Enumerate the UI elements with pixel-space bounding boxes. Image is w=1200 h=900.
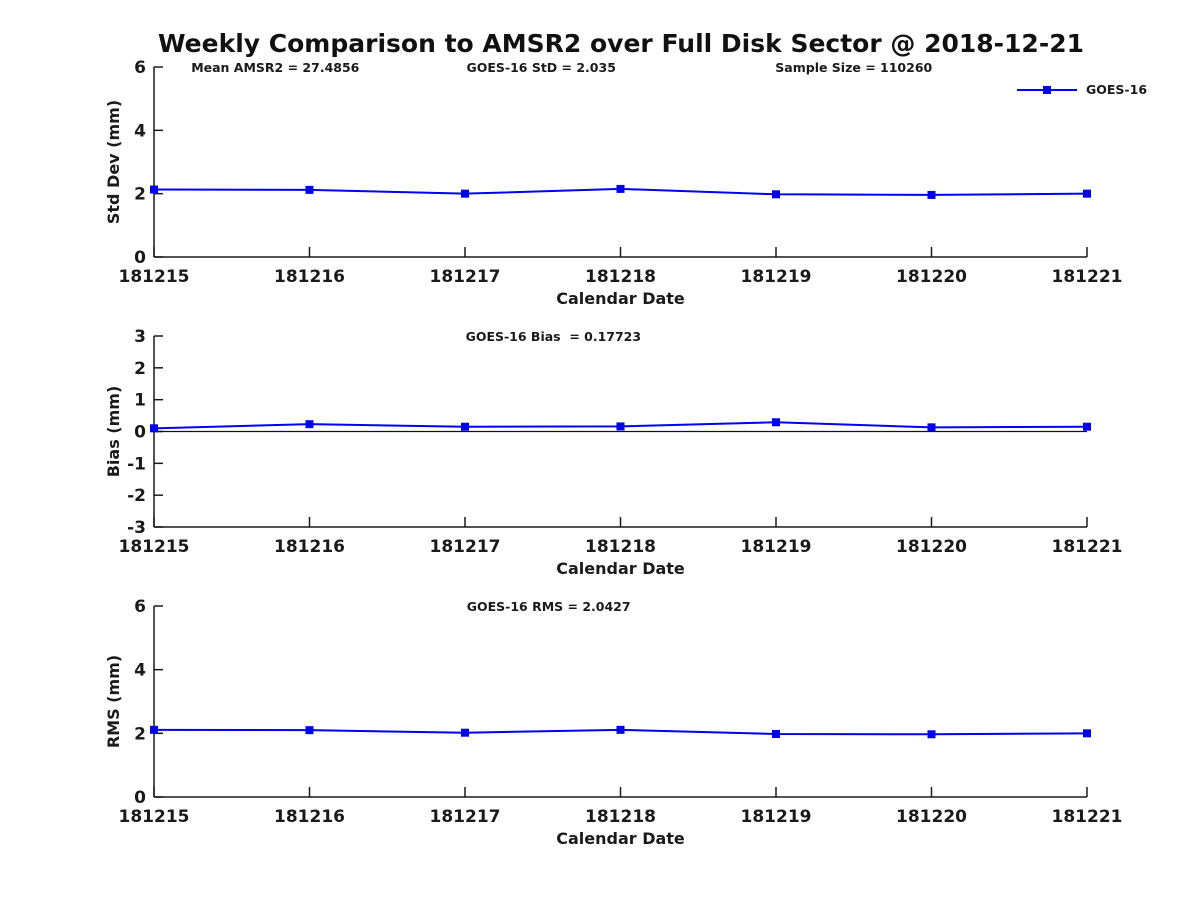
y-tick-label: -2 <box>127 486 146 506</box>
y-tick-label: 2 <box>134 724 146 744</box>
y-tick-label: -3 <box>127 518 146 538</box>
x-tick-label: 181219 <box>741 267 812 287</box>
annotation: GOES-16 RMS = 2.0427 <box>467 599 631 614</box>
y-axis-title: RMS (mm) <box>104 655 123 748</box>
data-marker <box>1083 729 1091 738</box>
y-tick-label: 0 <box>134 423 146 443</box>
y-axis-title: Std Dev (mm) <box>104 100 123 224</box>
data-marker <box>1083 189 1091 198</box>
legend-line-sample <box>1017 85 1077 94</box>
data-marker <box>150 725 158 734</box>
x-tick-label: 181215 <box>119 537 190 557</box>
y-tick-label: 6 <box>134 58 146 78</box>
x-tick-label: 181215 <box>119 807 190 827</box>
y-tick-label: 2 <box>134 359 146 379</box>
data-marker <box>461 728 469 737</box>
y-tick-label: 2 <box>134 185 146 205</box>
subplot-bias: -3 -2 -1 0 1 2 3 181215 181216 181217 181218 181219… <box>104 327 1122 578</box>
legend: GOES-16 <box>1016 82 1147 97</box>
annotation: Mean AMSR2 = 27.4856 <box>191 60 359 75</box>
x-axis-title: Calendar Date <box>556 289 685 308</box>
y-tick-label: -1 <box>127 454 146 474</box>
data-marker <box>927 730 936 739</box>
data-marker <box>772 190 780 199</box>
y-tick-label: 1 <box>134 391 146 411</box>
data-marker <box>1083 422 1091 431</box>
data-marker <box>461 189 469 198</box>
x-tick-label: 181218 <box>585 807 656 827</box>
data-marker <box>772 729 780 738</box>
data-marker <box>305 185 314 194</box>
x-tick-label: 181220 <box>896 267 967 287</box>
x-tick-label: 181220 <box>896 537 967 557</box>
x-tick-label: 181215 <box>119 267 190 287</box>
y-tick-label: 0 <box>134 788 146 808</box>
data-marker <box>150 424 158 433</box>
data-marker <box>616 184 625 193</box>
x-tick-label: 181217 <box>430 807 501 827</box>
x-tick-label: 181216 <box>274 537 345 557</box>
data-marker <box>305 420 314 429</box>
annotation: GOES-16 Bias = 0.17723 <box>466 329 642 344</box>
data-marker <box>150 185 158 194</box>
x-axis-title: Calendar Date <box>556 559 685 578</box>
annotation: Sample Size = 110260 <box>775 60 932 75</box>
y-tick-label: 3 <box>134 327 146 347</box>
y-tick-label: 4 <box>134 121 146 141</box>
chart-title: Weekly Comparison to AMSR2 over Full Dis… <box>157 29 1084 58</box>
x-tick-label: 181219 <box>741 537 812 557</box>
data-marker <box>927 423 936 432</box>
x-axis-title: Calendar Date <box>556 829 685 848</box>
subplot-std-dev: 0 2 4 6 181215 181216 181217 181218 181219 181220… <box>104 58 1122 308</box>
annotation: GOES-16 StD = 2.035 <box>466 60 615 75</box>
data-marker <box>927 190 936 199</box>
subplot-rms: 0 2 4 6 181215 181216 181217 181218 181219 181220… <box>104 597 1122 848</box>
legend-label: GOES-16 <box>1086 82 1148 97</box>
x-tick-label: 181221 <box>1052 537 1123 557</box>
x-tick-label: 181218 <box>585 267 656 287</box>
x-tick-label: 181217 <box>430 537 501 557</box>
data-marker <box>772 418 780 427</box>
x-tick-label: 181221 <box>1052 267 1123 287</box>
x-tick-label: 181218 <box>585 537 656 557</box>
x-tick-label: 181219 <box>741 807 812 827</box>
x-tick-label: 181216 <box>274 807 345 827</box>
x-tick-label: 181221 <box>1052 807 1123 827</box>
data-marker <box>305 726 314 735</box>
y-axis-title: Bias (mm) <box>104 386 123 478</box>
x-tick-label: 181220 <box>896 807 967 827</box>
x-tick-label: 181216 <box>274 267 345 287</box>
x-tick-label: 181217 <box>430 267 501 287</box>
y-tick-label: 4 <box>134 661 146 681</box>
y-tick-label: 6 <box>134 597 146 617</box>
data-marker <box>616 422 625 431</box>
y-tick-label: 0 <box>134 248 146 268</box>
data-marker <box>461 422 469 431</box>
data-marker <box>616 725 625 734</box>
